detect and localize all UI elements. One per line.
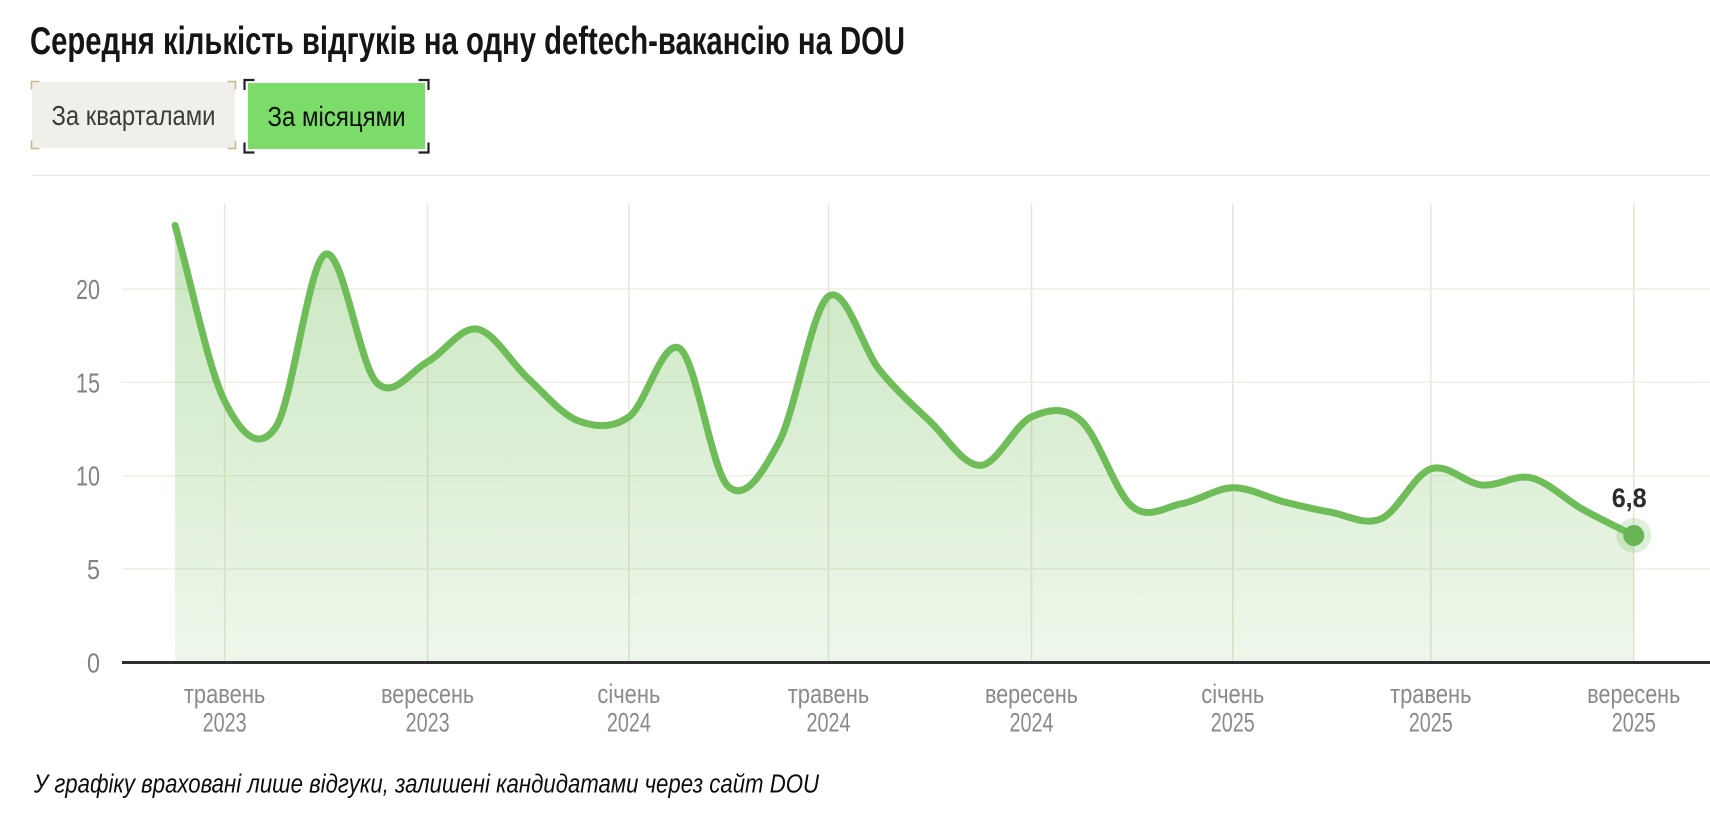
svg-text:10: 10 — [76, 461, 100, 492]
svg-text:2025: 2025 — [1211, 708, 1255, 738]
svg-text:6,8: 6,8 — [1612, 483, 1647, 513]
svg-text:У графіку враховані лише відгу: У графіку враховані лише відгуки, залише… — [33, 771, 819, 799]
svg-text:2024: 2024 — [1010, 708, 1054, 738]
svg-text:За кварталами: За кварталами — [52, 100, 216, 131]
svg-text:травень: травень — [788, 679, 870, 709]
svg-text:За місяцями: За місяцями — [268, 101, 406, 132]
svg-text:вересень: вересень — [1587, 679, 1680, 709]
svg-text:вересень: вересень — [985, 679, 1078, 709]
svg-text:5: 5 — [87, 554, 100, 585]
svg-text:2023: 2023 — [406, 708, 450, 738]
svg-text:2025: 2025 — [1612, 708, 1656, 738]
svg-text:15: 15 — [76, 367, 100, 398]
svg-text:січень: січень — [597, 679, 660, 709]
svg-text:2024: 2024 — [607, 708, 651, 738]
svg-text:2024: 2024 — [807, 708, 851, 738]
svg-text:20: 20 — [76, 274, 100, 305]
svg-text:січень: січень — [1201, 679, 1264, 709]
svg-text:травень: травень — [184, 679, 266, 709]
svg-text:2025: 2025 — [1409, 708, 1453, 738]
svg-text:0: 0 — [87, 648, 100, 679]
svg-text:травень: травень — [1390, 679, 1472, 709]
svg-text:2023: 2023 — [203, 708, 247, 738]
svg-text:Середня кількість відгуків на: Середня кількість відгуків на одну defte… — [30, 20, 905, 63]
svg-text:вересень: вересень — [381, 679, 474, 709]
